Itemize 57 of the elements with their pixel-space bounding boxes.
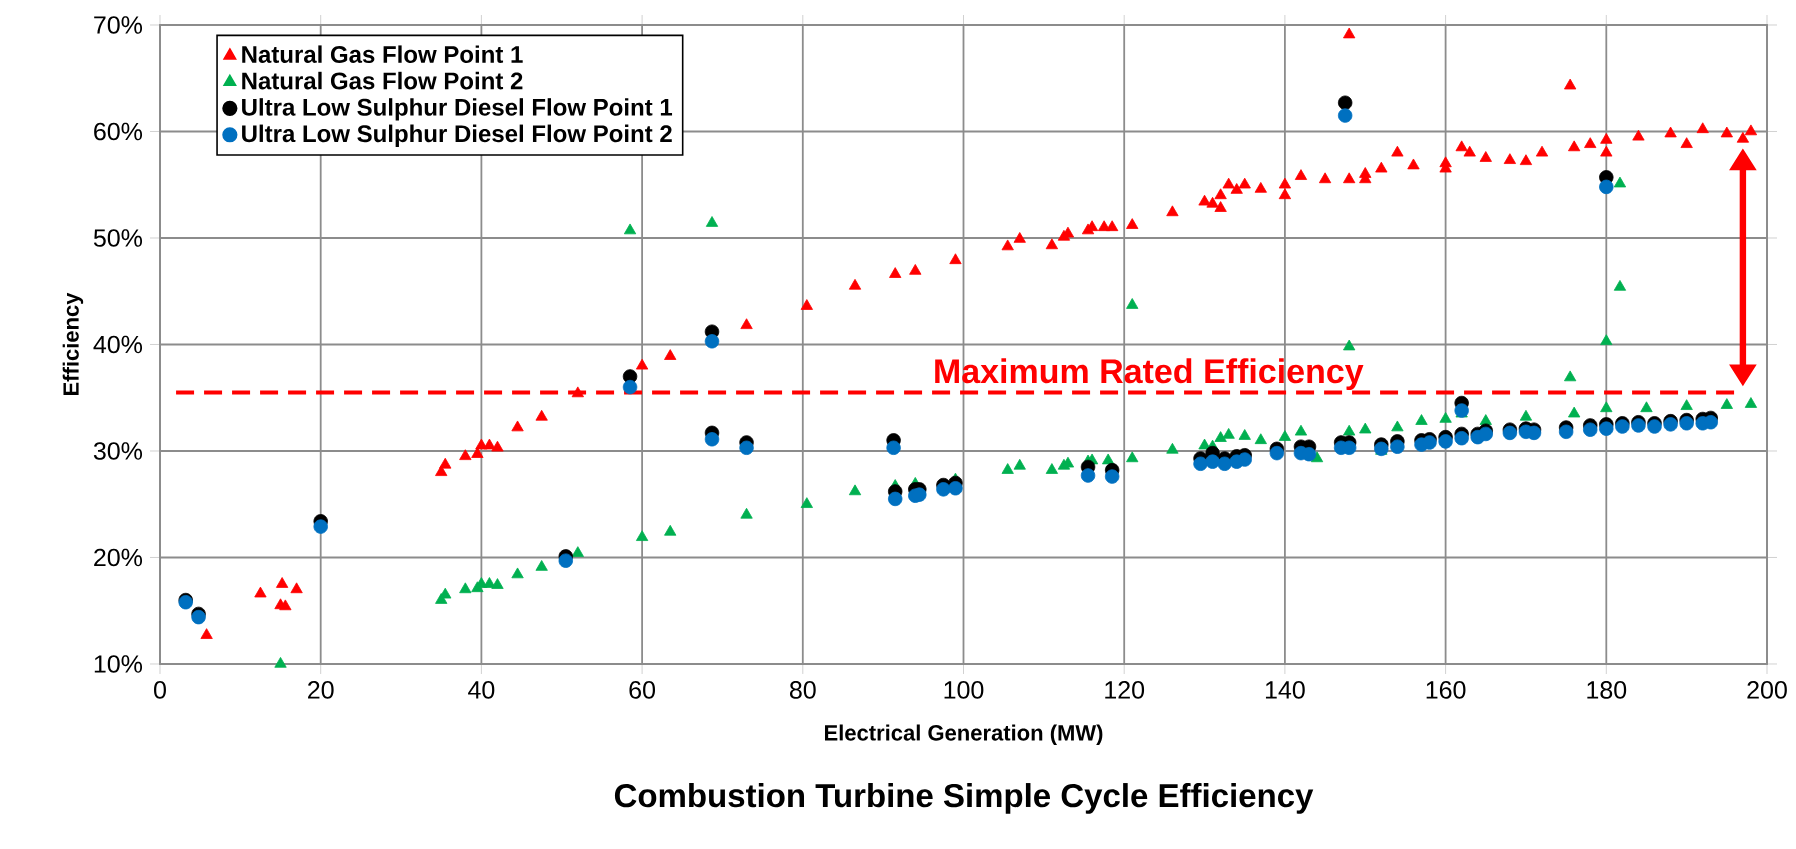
point [1193,456,1208,471]
y-tick-label: 70% [94,16,143,34]
x-tick-label: 160 [1426,681,1466,699]
point [1390,439,1405,454]
text: Combustion Turbine Simple Cycle Efficiency [614,783,1314,814]
point [1599,179,1614,195]
point [1205,454,1220,469]
point [948,481,963,496]
point [1502,425,1518,441]
point [1337,95,1353,110]
point [1663,417,1678,432]
point [1269,445,1285,461]
point [1337,108,1353,123]
x-tick-label: 140 [1265,681,1305,699]
ref-line-label: Maximum Rated Efficiency [935,358,1364,391]
point [313,519,328,534]
legend-label: Ultra Low Sulphur Diesel Flow Point 2 [242,124,672,147]
legend-label: Natural Gas Flow Point 2 [242,71,523,90]
x-tick-label: 100 [944,681,984,699]
x-tick-label: 0 [154,681,166,699]
legend-label: Natural Gas Flow Point 1 [242,45,523,63]
point [1478,426,1493,442]
point [1679,416,1694,431]
point [886,440,901,455]
point [1599,421,1614,436]
point [622,379,638,395]
y-tick-label: 60% [94,122,143,141]
point [704,432,720,447]
x-tick-label: 200 [1747,681,1787,699]
point [739,440,754,455]
y-tick-label: 10% [94,655,143,673]
point [704,334,720,349]
point [936,482,951,497]
x-tick-label: 180 [1587,681,1627,699]
point [912,487,927,502]
x-axis-title: Electrical Generation (MW) [825,724,1103,745]
point [1080,468,1096,483]
point [1237,452,1252,467]
point [1217,456,1232,471]
point [1583,422,1598,437]
point [558,553,573,568]
x-tick-label: 40 [468,681,495,699]
y-tick-label: 30% [93,442,143,460]
point [888,491,903,507]
point [1104,469,1120,484]
x-tick-label: 20 [308,681,334,699]
point [1438,434,1453,449]
x-tick-label: 120 [1105,681,1145,699]
legend-label: Ultra Low Sulphur Diesel Flow Point 1 [242,98,673,121]
y-tick-label: 20% [94,548,143,567]
y-tick-label: 40% [93,335,143,354]
y-axis-title: Efficiency [62,292,84,395]
y-tick-label: 50% [93,229,143,247]
point [1454,431,1469,446]
x-tick-label: 80 [790,681,816,699]
x-tick-label: 60 [629,681,656,699]
point [1558,424,1574,440]
